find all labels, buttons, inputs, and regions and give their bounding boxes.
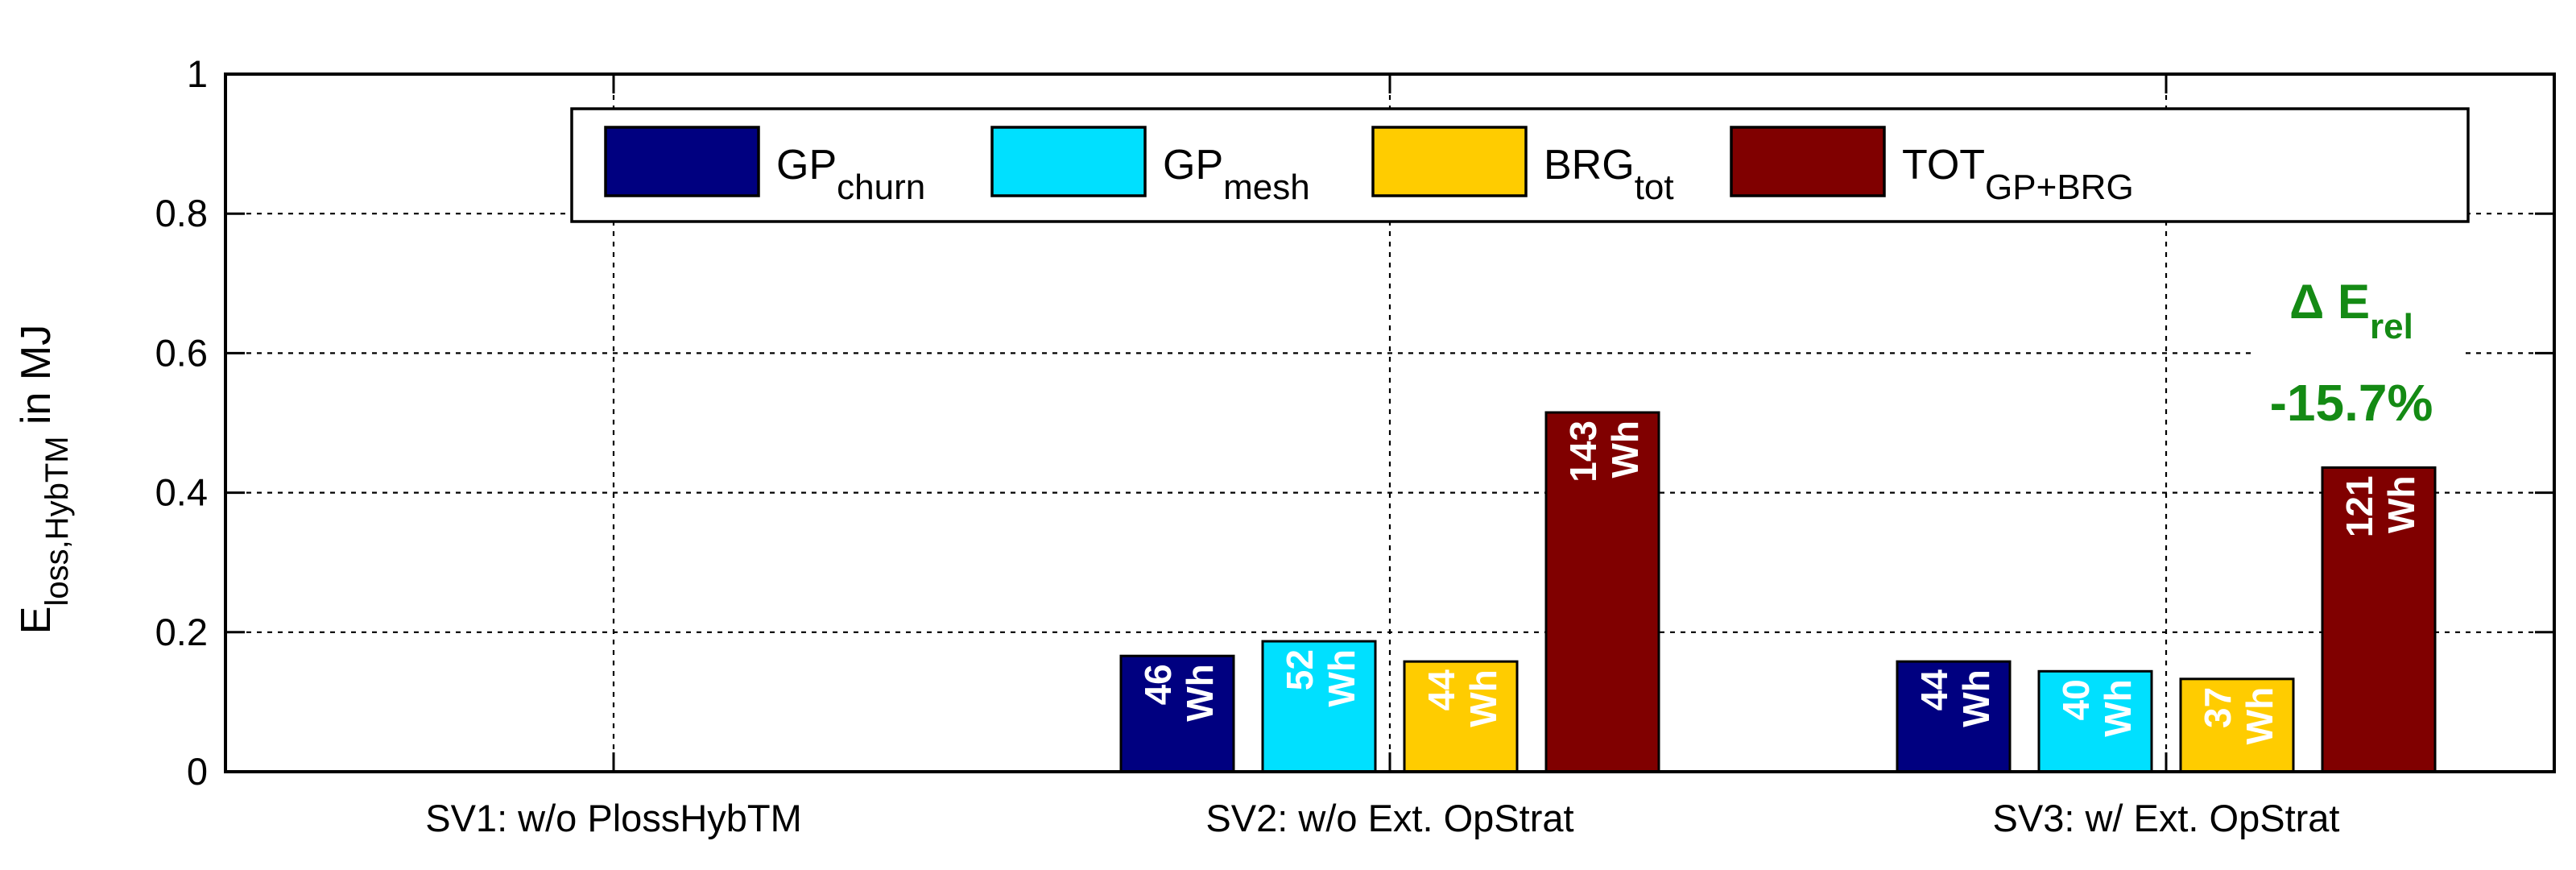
legend-swatch — [1371, 126, 1528, 197]
bar — [1896, 660, 2012, 773]
bar-value-label: 37 Wh — [2197, 687, 2280, 745]
y-tick-label: 0 — [187, 750, 208, 793]
bar-value-label: 143 Wh — [1562, 420, 1646, 483]
annotation-background — [2251, 270, 2460, 443]
x-tick-labels: SV1: w/o PlossHybTM SV2: w/o Ext. OpStrat… — [425, 797, 2339, 839]
bar — [2321, 466, 2437, 773]
annotation-line-2: -15.7% — [2270, 374, 2433, 432]
legend-swatch — [990, 126, 1147, 197]
bar-value: 46 — [1137, 664, 1179, 705]
legend-swatch — [1730, 126, 1886, 197]
x-tick-label: SV3: w/ Ext. OpStrat — [1993, 797, 2340, 839]
x-tick-label: SV2: w/o Ext. OpStrat — [1205, 797, 1573, 839]
bar-value: 52 — [1279, 649, 1321, 690]
bar-value-label: 52 Wh — [1279, 649, 1362, 707]
bar-unit: Wh — [1604, 420, 1646, 478]
bar-value-label: 44 Wh — [1420, 669, 1504, 727]
legend-label: GPchurn — [776, 142, 925, 207]
bar-value: 44 — [1913, 669, 1955, 711]
bar-value: 37 — [2197, 687, 2239, 728]
bar-value: 40 — [2055, 679, 2097, 720]
bar-unit: Wh — [2380, 475, 2422, 533]
y-tick-label: 0.6 — [155, 331, 208, 374]
bar-unit: Wh — [1462, 669, 1504, 727]
annotation-line-1: Δ Erel — [2289, 275, 2413, 346]
bar-unit: Wh — [2239, 687, 2280, 745]
y-tick-label: 1 — [187, 52, 208, 95]
bar-value-label: 44 Wh — [1913, 669, 1997, 727]
bar — [2179, 677, 2295, 773]
bar-unit: Wh — [1955, 669, 1997, 727]
bar-value-label: 121 Wh — [2338, 475, 2422, 537]
legend: GPchurn GPmesh BRGtot TOTGP+BRG — [570, 107, 2470, 223]
y-tick-label: 0.4 — [155, 471, 208, 514]
y-tick-label: 0.2 — [155, 611, 208, 653]
bar — [2037, 669, 2153, 773]
x-tick-label: SV1: w/o PlossHybTM — [425, 797, 802, 839]
legend-label: BRGtot — [1544, 142, 1674, 207]
bar-value: 44 — [1420, 669, 1462, 711]
bar — [1403, 660, 1519, 773]
legend-label: TOTGP+BRG — [1902, 142, 2134, 207]
bar — [1544, 411, 1660, 773]
bar-unit: Wh — [1179, 664, 1221, 722]
bar — [1261, 640, 1377, 773]
y-tick-label: 0.8 — [155, 192, 208, 234]
bar-value-label: 46 Wh — [1137, 664, 1221, 722]
y-tick-labels: 0 0.2 0.4 0.6 0.8 1 — [155, 52, 208, 793]
bar-value-label: 40 Wh — [2055, 679, 2139, 737]
delta-annotation: Δ Erel -15.7% — [2251, 270, 2460, 443]
bar-value: 121 — [2338, 475, 2380, 537]
axis-ticks — [225, 72, 2554, 773]
y-axis-label: Eloss,HybTM in MJ — [13, 325, 75, 635]
legend-swatch — [604, 126, 760, 197]
legend-label: GPmesh — [1163, 142, 1310, 207]
bars — [1119, 411, 2437, 773]
bar-value: 143 — [1562, 420, 1604, 483]
bar-unit: Wh — [2097, 679, 2139, 737]
bar-unit: Wh — [1321, 649, 1362, 707]
